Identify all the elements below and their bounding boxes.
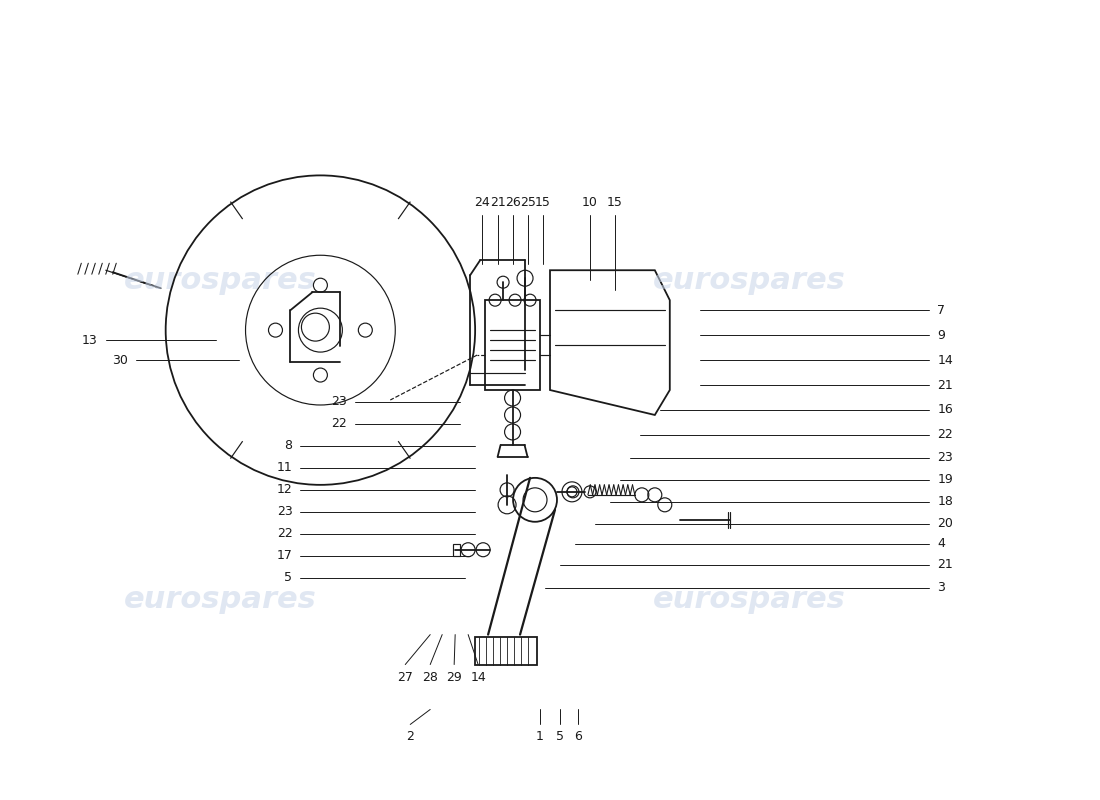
Text: 28: 28 (422, 670, 438, 683)
Text: 24: 24 (474, 196, 490, 210)
Text: 14: 14 (471, 670, 486, 683)
Text: 21: 21 (937, 558, 953, 571)
Text: 20: 20 (937, 518, 954, 530)
Text: 12: 12 (277, 483, 293, 496)
Text: 22: 22 (277, 527, 293, 540)
Text: 15: 15 (607, 196, 623, 210)
Text: 18: 18 (937, 495, 954, 508)
Text: 21: 21 (491, 196, 506, 210)
Text: 16: 16 (937, 403, 953, 417)
Text: 23: 23 (277, 506, 293, 518)
Text: 3: 3 (937, 581, 945, 594)
Text: 15: 15 (535, 196, 551, 210)
Text: 4: 4 (937, 538, 945, 550)
Bar (475, 637, 537, 665)
Text: eurospares: eurospares (653, 585, 846, 614)
Text: 6: 6 (574, 730, 582, 743)
Text: 7: 7 (937, 304, 945, 317)
Text: 29: 29 (447, 670, 462, 683)
Bar (485, 300, 540, 390)
Text: 14: 14 (937, 354, 953, 366)
Text: eurospares: eurospares (653, 266, 846, 294)
Bar (453, 544, 460, 556)
Text: 23: 23 (937, 451, 953, 464)
Text: 13: 13 (82, 334, 98, 346)
Text: 26: 26 (505, 196, 521, 210)
Text: 1: 1 (536, 730, 544, 743)
Text: 5: 5 (285, 571, 293, 584)
Text: 8: 8 (285, 439, 293, 453)
Text: eurospares: eurospares (124, 266, 317, 294)
Text: 9: 9 (937, 329, 945, 342)
Text: 27: 27 (397, 670, 414, 683)
Text: 30: 30 (112, 354, 128, 366)
Text: 11: 11 (277, 462, 293, 474)
Text: 22: 22 (331, 418, 348, 430)
Text: 25: 25 (520, 196, 536, 210)
Text: eurospares: eurospares (124, 585, 317, 614)
Text: 23: 23 (331, 395, 348, 409)
Text: 10: 10 (582, 196, 598, 210)
Text: 22: 22 (937, 429, 953, 442)
Text: 17: 17 (276, 550, 293, 562)
Text: 5: 5 (556, 730, 564, 743)
Text: 2: 2 (406, 730, 415, 743)
Text: 19: 19 (937, 474, 953, 486)
Text: 21: 21 (937, 378, 953, 391)
